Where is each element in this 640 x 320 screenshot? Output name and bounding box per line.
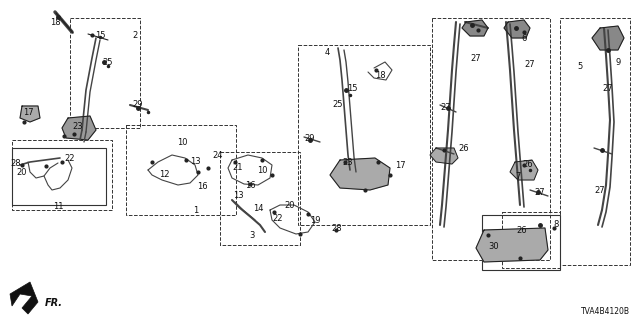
Text: 2: 2 bbox=[132, 30, 138, 39]
Text: 12: 12 bbox=[159, 170, 169, 179]
Text: 26: 26 bbox=[516, 226, 527, 235]
Text: 23: 23 bbox=[342, 157, 353, 166]
Text: 17: 17 bbox=[22, 108, 33, 116]
Text: 27: 27 bbox=[470, 53, 481, 62]
Text: 20: 20 bbox=[17, 167, 28, 177]
Text: 11: 11 bbox=[52, 202, 63, 211]
Text: 3: 3 bbox=[250, 230, 255, 239]
Text: 13: 13 bbox=[233, 190, 243, 199]
Polygon shape bbox=[504, 20, 530, 38]
Text: 19: 19 bbox=[310, 215, 320, 225]
Text: 27: 27 bbox=[534, 188, 545, 196]
Text: 10: 10 bbox=[257, 165, 268, 174]
Text: 13: 13 bbox=[189, 156, 200, 165]
Text: 9: 9 bbox=[616, 58, 621, 67]
Polygon shape bbox=[510, 160, 538, 180]
Text: FR.: FR. bbox=[45, 298, 63, 308]
Text: 5: 5 bbox=[577, 61, 582, 70]
Polygon shape bbox=[330, 158, 390, 190]
Text: 21: 21 bbox=[233, 163, 243, 172]
Text: 16: 16 bbox=[196, 181, 207, 190]
Text: 15: 15 bbox=[95, 30, 105, 39]
Text: 1: 1 bbox=[193, 205, 198, 214]
Text: 25: 25 bbox=[333, 100, 343, 108]
Polygon shape bbox=[62, 116, 96, 140]
Text: 8: 8 bbox=[554, 220, 559, 228]
Text: 29: 29 bbox=[132, 100, 143, 108]
Text: 27: 27 bbox=[603, 84, 613, 92]
Text: 6: 6 bbox=[522, 34, 527, 43]
Text: 18: 18 bbox=[50, 18, 60, 27]
Text: 23: 23 bbox=[73, 122, 83, 131]
Text: 4: 4 bbox=[324, 47, 330, 57]
Text: 18: 18 bbox=[374, 70, 385, 79]
Text: 26: 26 bbox=[459, 143, 469, 153]
Text: 22: 22 bbox=[273, 213, 284, 222]
Text: 28: 28 bbox=[11, 158, 21, 167]
Text: 27: 27 bbox=[595, 186, 605, 195]
Text: 17: 17 bbox=[395, 161, 405, 170]
Text: 28: 28 bbox=[332, 223, 342, 233]
Polygon shape bbox=[430, 148, 458, 164]
Text: 27: 27 bbox=[441, 102, 451, 111]
Text: 20: 20 bbox=[285, 201, 295, 210]
Text: 27: 27 bbox=[525, 60, 535, 68]
Text: 24: 24 bbox=[212, 150, 223, 159]
Text: 15: 15 bbox=[347, 84, 357, 92]
Polygon shape bbox=[462, 20, 488, 36]
Text: 7: 7 bbox=[515, 172, 521, 180]
Text: 16: 16 bbox=[244, 180, 255, 189]
Text: 26: 26 bbox=[523, 159, 533, 169]
Text: 22: 22 bbox=[65, 154, 76, 163]
Text: 30: 30 bbox=[489, 242, 499, 251]
Text: 29: 29 bbox=[305, 133, 316, 142]
Polygon shape bbox=[10, 282, 38, 314]
Text: 14: 14 bbox=[253, 204, 263, 212]
Text: TVA4B4120B: TVA4B4120B bbox=[581, 307, 630, 316]
Polygon shape bbox=[592, 26, 624, 50]
Polygon shape bbox=[20, 106, 40, 122]
Text: 10: 10 bbox=[177, 138, 188, 147]
Polygon shape bbox=[476, 228, 548, 262]
Text: 25: 25 bbox=[103, 58, 113, 67]
